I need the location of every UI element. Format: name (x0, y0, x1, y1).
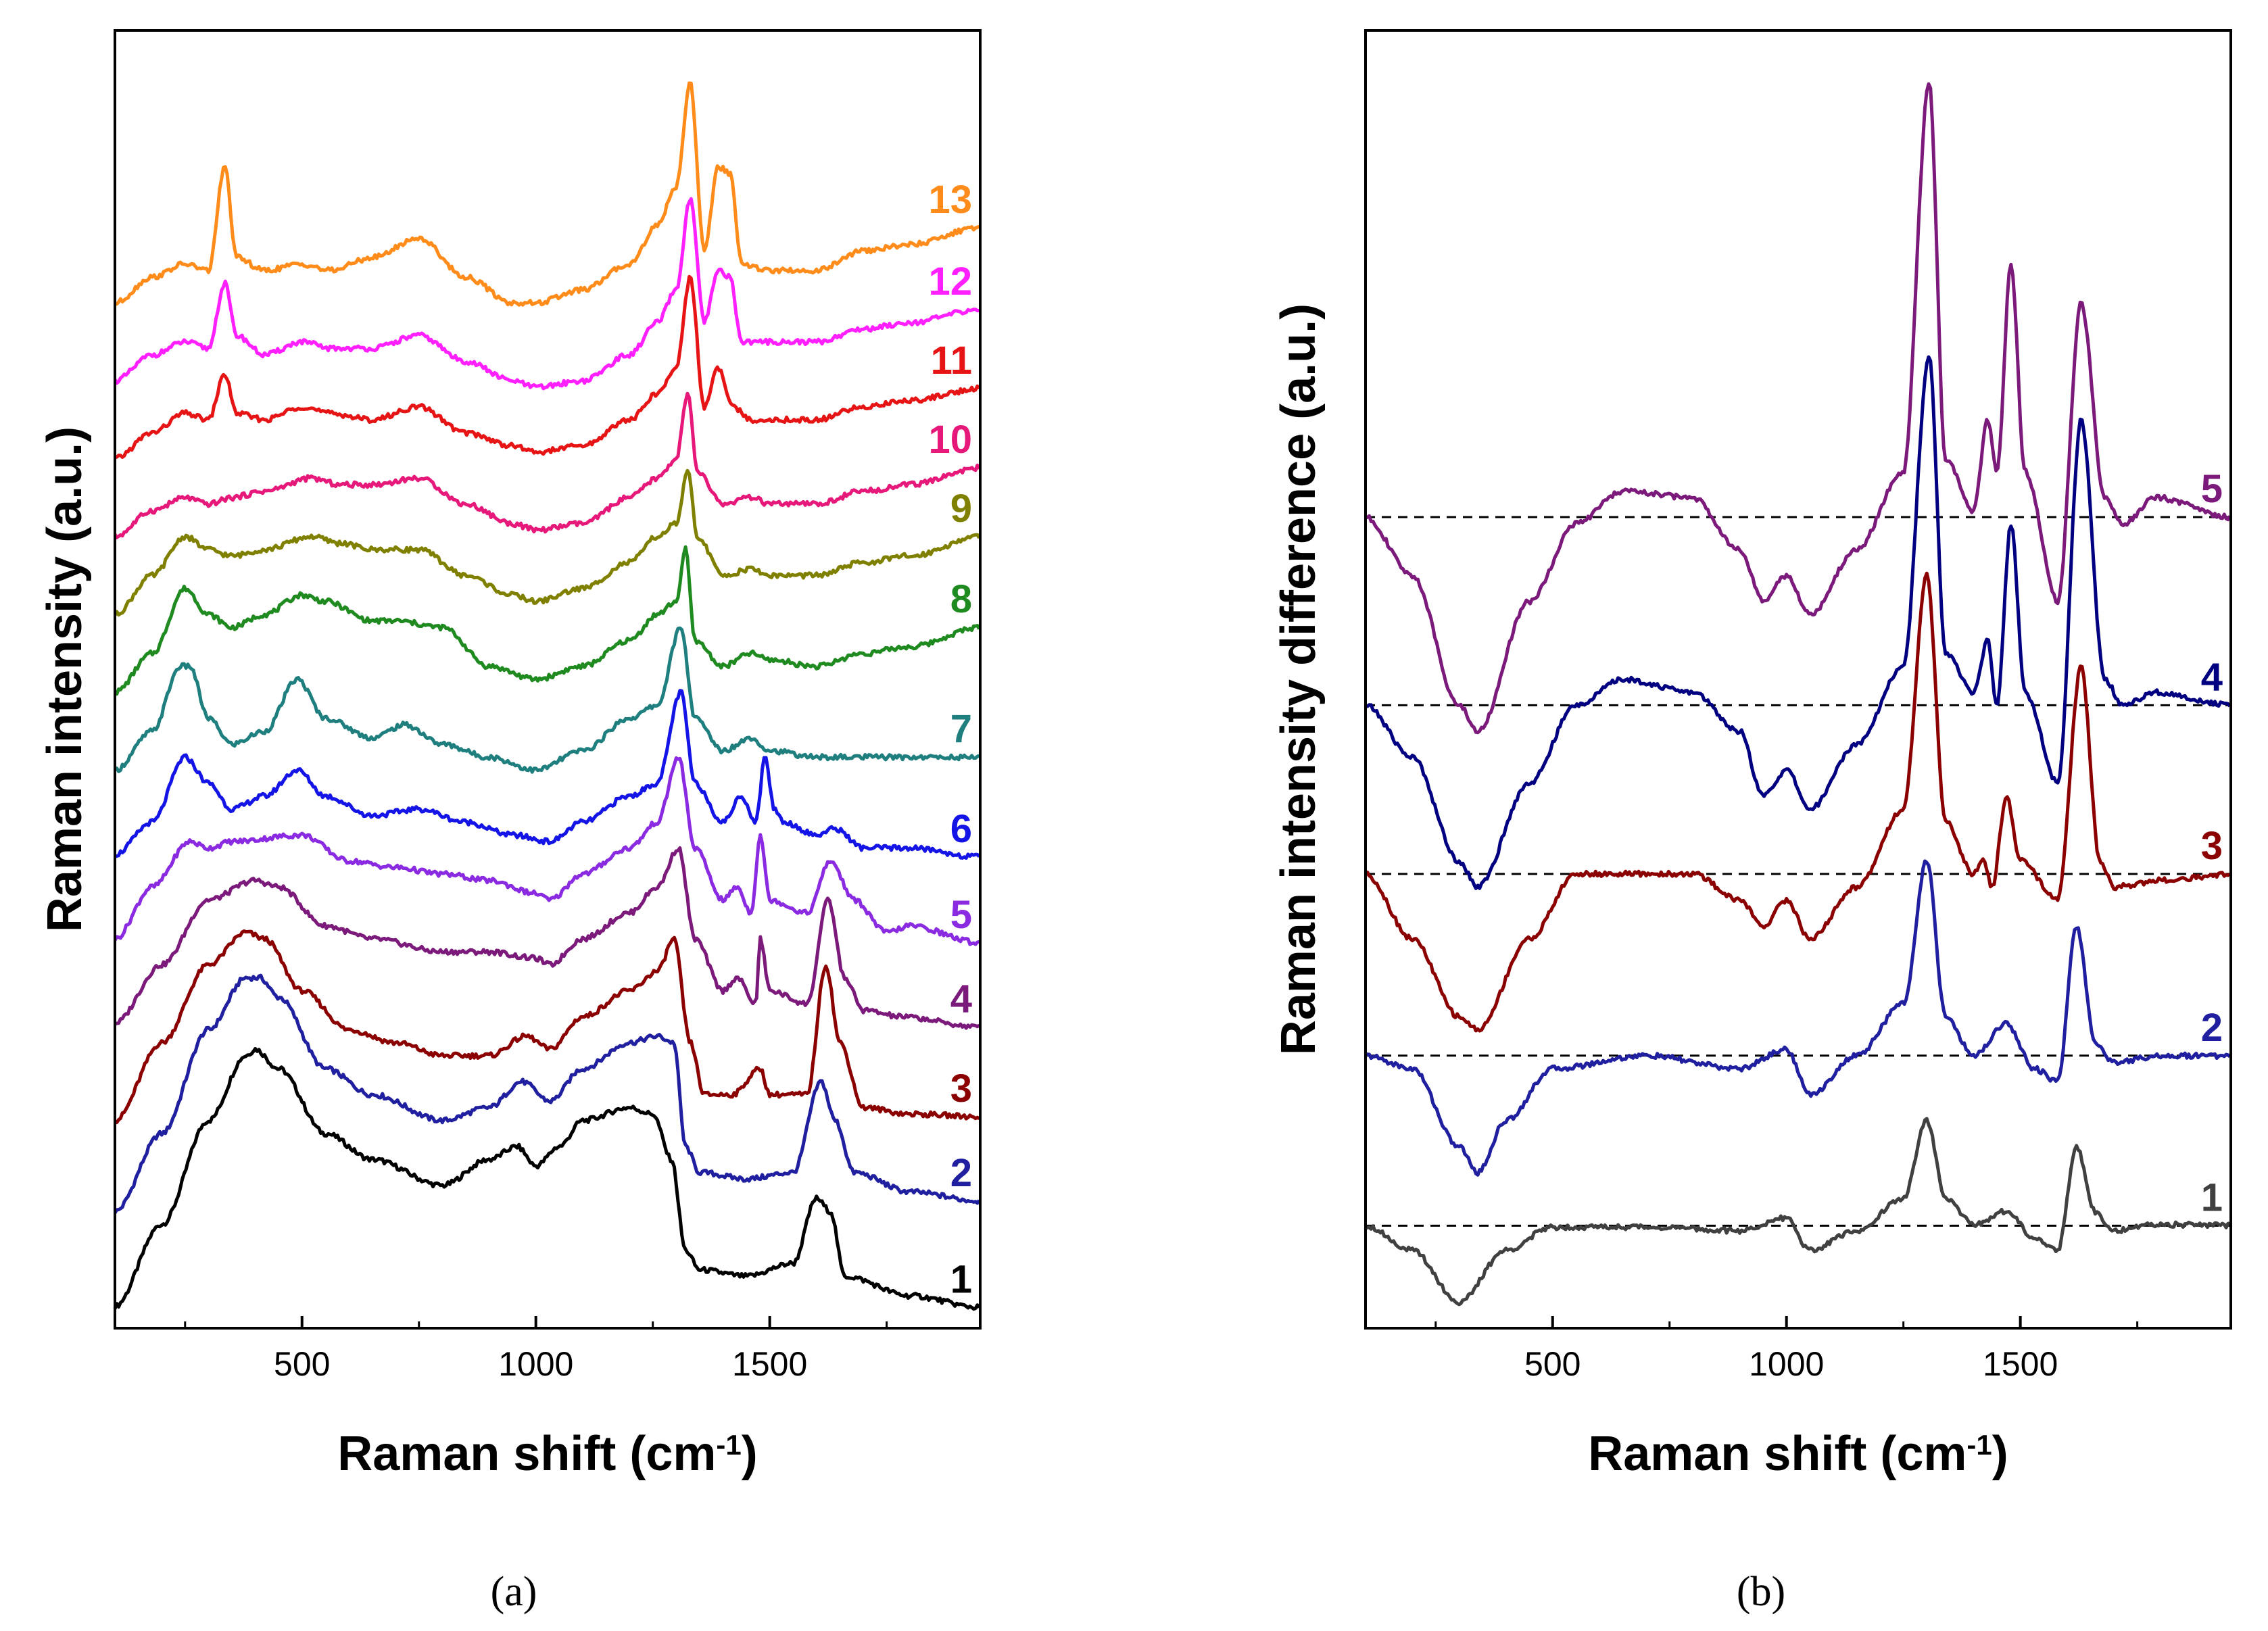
series-label-10: 10 (928, 418, 972, 462)
panel-b-xlabel: Raman shift (cm-1) (1588, 1427, 2008, 1481)
series-label-1: 1 (2201, 1175, 2223, 1219)
series-label-5: 5 (2201, 467, 2223, 511)
x-tick-label-500: 500 (274, 1345, 330, 1383)
panel-a-ylabel: Raman intensity (a.u.) (38, 427, 92, 932)
panel-b-baselines (1366, 516, 2231, 1227)
series-label-12: 12 (928, 260, 972, 303)
panel-a-series-group (113, 81, 981, 1311)
series-line-5 (1365, 82, 2231, 735)
panel-b-caption: (b) (1737, 1569, 1785, 1615)
x-tick-label-1500: 1500 (1983, 1345, 2058, 1383)
series-label-13: 13 (928, 178, 972, 222)
series-line-12 (113, 197, 980, 391)
series-line-2 (113, 973, 981, 1214)
series-label-2: 2 (2201, 1006, 2223, 1050)
panel-b: 1 2 3 4 5 500 1000 1500 Raman intensity differ… (1272, 29, 2232, 1615)
series-label-4: 4 (2201, 655, 2223, 699)
series-line-10 (113, 391, 981, 539)
series-label-6: 6 (950, 807, 972, 851)
series-line-7 (114, 626, 980, 774)
panel-b-plot-frame (1364, 29, 2232, 1330)
x-tick-label-1500: 1500 (732, 1345, 807, 1383)
series-line-5 (113, 756, 980, 946)
series-label-4: 4 (950, 977, 972, 1021)
series-label-1: 1 (950, 1257, 972, 1301)
series-label-7: 7 (950, 707, 972, 751)
series-line-8 (114, 545, 981, 696)
series-label-5: 5 (950, 893, 972, 937)
series-label-3: 3 (2201, 824, 2223, 868)
series-line-1 (113, 1047, 981, 1311)
panel-a-x-ticks: 500 1000 1500 (184, 1316, 888, 1383)
series-line-13 (114, 81, 980, 307)
panel-b-series-labels: 1 2 3 4 5 (2201, 467, 2223, 1219)
panel-a-caption: (a) (491, 1569, 537, 1615)
series-line-1 (1365, 1117, 2230, 1307)
panel-a-xlabel: Raman shift (cm-1) (337, 1427, 757, 1481)
panel-b-ylabel: Raman intensity difference (a.u.) (1272, 303, 1326, 1055)
x-tick-label-1000: 1000 (1749, 1345, 1824, 1383)
series-line-4 (114, 846, 980, 1030)
panel-a-plot-frame (114, 29, 982, 1330)
series-line-6 (114, 689, 981, 860)
series-line-4 (1364, 355, 2231, 890)
series-label-2: 2 (950, 1151, 972, 1195)
series-label-8: 8 (950, 577, 972, 621)
panel-b-x-ticks: 500 1000 1500 (1434, 1316, 2139, 1383)
series-line-3 (114, 929, 980, 1125)
series-line-2 (1365, 859, 2231, 1177)
panel-b-series-group (1364, 82, 2231, 1307)
x-tick-label-1000: 1000 (498, 1345, 573, 1383)
series-label-11: 11 (931, 339, 972, 383)
series-line-9 (113, 468, 981, 617)
x-tick-label-500: 500 (1524, 1345, 1581, 1383)
series-label-3: 3 (950, 1067, 972, 1111)
series-line-11 (114, 274, 981, 460)
series-line-3 (1364, 571, 2231, 1033)
series-label-9: 9 (950, 487, 972, 531)
